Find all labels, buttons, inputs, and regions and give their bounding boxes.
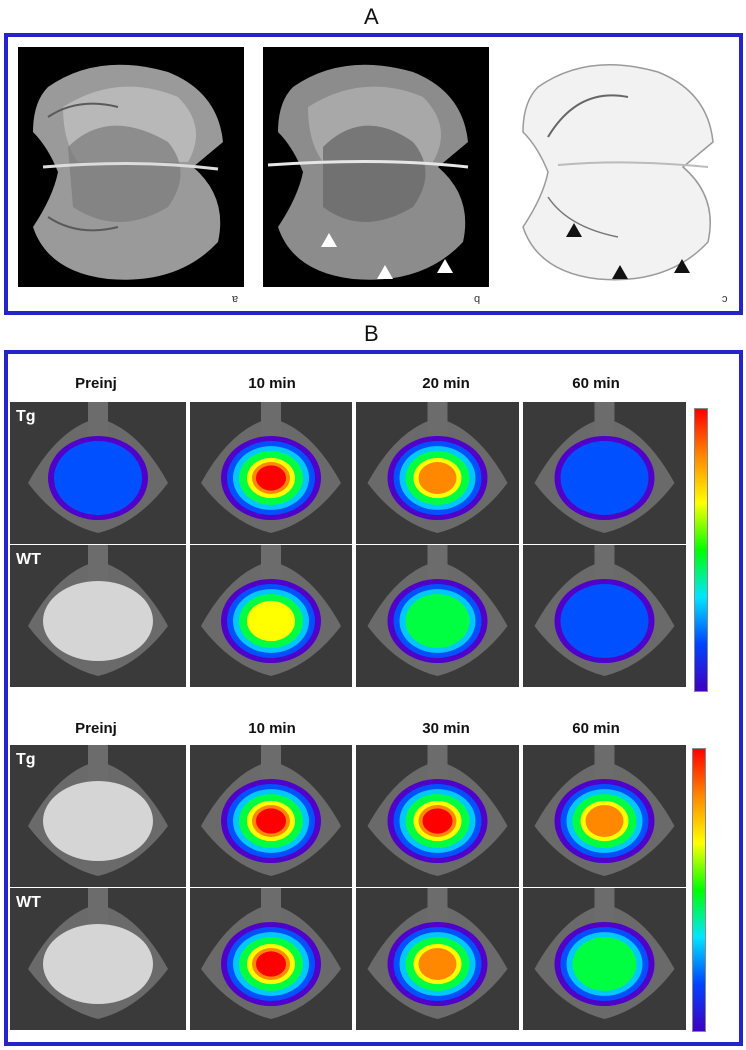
arrowhead-b2: [377, 265, 393, 279]
row-label: Tg: [16, 408, 36, 425]
slice-a-label: a: [232, 293, 239, 305]
heatmap-overlay: [190, 745, 352, 887]
imaging-tile: [523, 745, 686, 887]
imaging-tile: [10, 402, 186, 544]
column-label: Preinj: [75, 375, 117, 392]
heatmap-overlay: [356, 888, 519, 1030]
heatmap-overlay: [10, 888, 186, 1030]
imaging-tile: [190, 545, 352, 687]
brain-slice-b: [263, 47, 489, 287]
column-label: 20 min: [422, 375, 470, 392]
arrowhead-c2: [612, 265, 628, 279]
heatmap-overlay: [523, 745, 686, 887]
imaging-tile: [190, 745, 352, 887]
column-label: 60 min: [572, 375, 620, 392]
imaging-tile: [10, 888, 186, 1030]
slice-b-label: b: [474, 293, 481, 305]
column-label: 10 min: [248, 720, 296, 737]
heatmap-overlay: [356, 402, 519, 544]
heatmap-overlay: [523, 888, 686, 1030]
heatmap-overlay: [10, 402, 186, 544]
heatmap-overlay: [10, 545, 186, 687]
heatmap-overlay: [523, 402, 686, 544]
row-label: Tg: [16, 751, 36, 768]
heatmap-overlay: [190, 402, 352, 544]
imaging-tile: [356, 545, 519, 687]
imaging-tile: [10, 745, 186, 887]
heatmap-overlay: [523, 545, 686, 687]
imaging-tile: [356, 402, 519, 544]
arrowhead-b1: [321, 233, 337, 247]
slice-c-label: c: [722, 293, 728, 305]
colorbar-1: [694, 408, 708, 692]
row-label: WT: [16, 551, 41, 568]
imaging-tile: [523, 402, 686, 544]
arrowhead-c1: [566, 223, 582, 237]
panel-a-frame: a b c: [4, 33, 743, 315]
column-label: Preinj: [75, 720, 117, 737]
heatmap-overlay: [10, 745, 186, 887]
imaging-tile: [523, 888, 686, 1030]
imaging-tile: [10, 545, 186, 687]
brain-slice-b-image: [267, 64, 469, 280]
imaging-tile: [356, 745, 519, 887]
column-label: 30 min: [422, 720, 470, 737]
colorbar-2: [692, 748, 706, 1032]
imaging-tile: [356, 888, 519, 1030]
arrowhead-b3: [437, 259, 453, 273]
brain-slice-a: [18, 47, 244, 287]
column-label: 10 min: [248, 375, 296, 392]
imaging-tile: [190, 888, 352, 1030]
heatmap-overlay: [356, 745, 519, 887]
brain-slice-c: [508, 47, 734, 287]
arrowhead-c3: [674, 259, 690, 273]
imaging-tile: [190, 402, 352, 544]
panel-b-letter: B: [364, 321, 379, 346]
heatmap-overlay: [356, 545, 519, 687]
brain-slice-c-image: [522, 64, 714, 281]
brain-slice-a-image: [33, 64, 223, 280]
imaging-tile: [523, 545, 686, 687]
panel-a-letter: A: [364, 4, 379, 29]
heatmap-overlay: [190, 545, 352, 687]
column-label: 60 min: [572, 720, 620, 737]
row-label: WT: [16, 894, 41, 911]
heatmap-overlay: [190, 888, 352, 1030]
